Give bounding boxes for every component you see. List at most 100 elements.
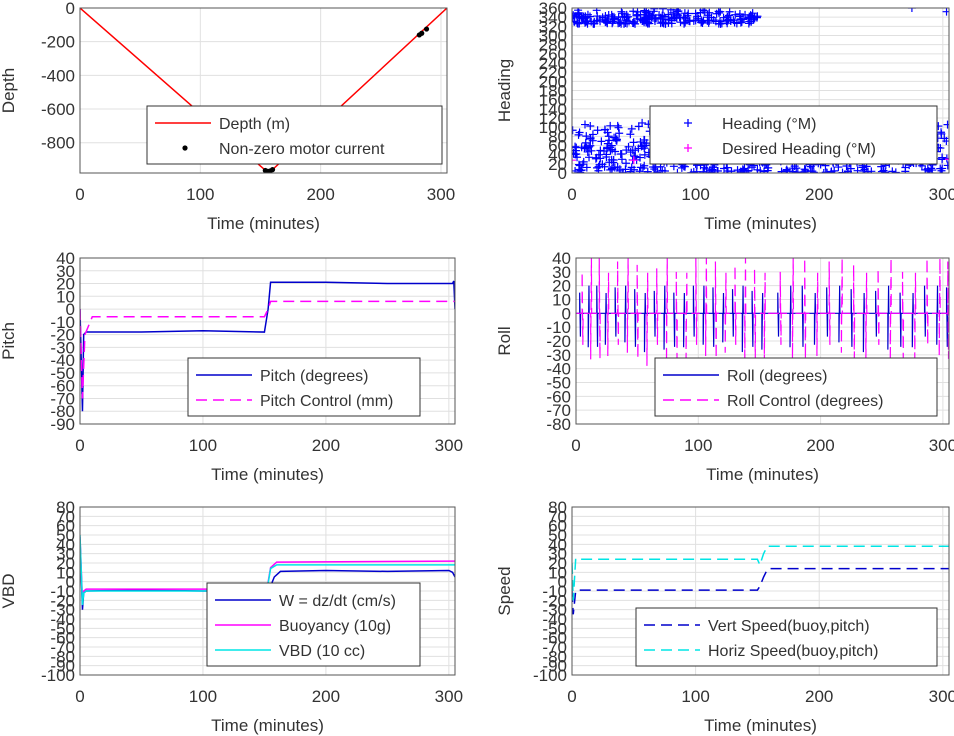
x-tick-label: 200 (312, 687, 340, 706)
y-tick-label: -40 (50, 610, 75, 629)
legend-label: Roll (degrees) (727, 368, 827, 385)
legend-entry: Depth (m) (155, 116, 290, 133)
y-tick-label: 240 (539, 54, 567, 73)
legend-entry: Roll Control (degrees) (663, 393, 884, 410)
x-tick-label: 0 (567, 185, 576, 204)
y-tick-label: 80 (548, 127, 567, 146)
legend-entry: W = dz/dt (cm/s) (215, 593, 396, 610)
data-point (938, 155, 947, 164)
y-tick-label: 30 (548, 545, 567, 564)
data-point (629, 17, 638, 26)
data-point (923, 164, 932, 173)
data-point (881, 168, 890, 173)
y-tick-label: -80 (542, 647, 567, 666)
y-tick-label: -10 (542, 582, 567, 601)
y-tick-label: 0 (66, 573, 75, 592)
x-tick-label: 0 (75, 436, 84, 455)
y-tick-label: -30 (50, 338, 75, 357)
legend-label: W = dz/dt (cm/s) (279, 593, 396, 610)
x-tick-label: 100 (186, 185, 214, 204)
x-tick-label: 200 (306, 185, 334, 204)
y-tick-label: 40 (552, 249, 571, 268)
y-tick-label: -100 (533, 666, 567, 685)
legend-label: Pitch (degrees) (260, 368, 369, 385)
data-point (725, 8, 734, 16)
data-point (586, 141, 595, 150)
data-point (650, 165, 659, 173)
data-point (877, 167, 886, 173)
data-point (613, 121, 622, 130)
x-tick-label: 0 (571, 436, 580, 455)
x-tick-label: 200 (805, 687, 833, 706)
data-point (616, 150, 625, 159)
data-point (605, 136, 614, 145)
y-tick-label: -20 (50, 591, 75, 610)
series-1-line (80, 280, 455, 412)
x-axis-label: Time (minutes) (704, 716, 817, 735)
x-tick-label: 300 (929, 436, 954, 455)
y-tick-label: -10 (50, 313, 75, 332)
y-tick-label: 50 (548, 526, 567, 545)
y-tick-label: -30 (542, 601, 567, 620)
data-point (843, 167, 852, 173)
y-tick-label: 80 (548, 498, 567, 517)
data-point (626, 130, 635, 139)
data-point (640, 161, 649, 170)
data-point (664, 10, 673, 19)
y-tick-label: 300 (539, 27, 567, 46)
x-tick-label: 0 (567, 687, 576, 706)
y-tick-label: 70 (548, 507, 567, 526)
data-point (760, 167, 769, 173)
y-tick-label: 60 (548, 137, 567, 156)
data-point (572, 17, 579, 26)
x-tick-label: 100 (189, 687, 217, 706)
y-tick-label: -20 (50, 326, 75, 345)
legend-box (187, 357, 421, 417)
data-point (705, 166, 714, 173)
y-tick-label: -50 (546, 374, 571, 393)
data-point (628, 146, 637, 155)
y-axis-label: Heading (495, 59, 514, 122)
x-axis-label: Time (minutes) (704, 214, 817, 233)
data-point (575, 14, 584, 23)
legend-label: Roll Control (degrees) (727, 393, 884, 410)
data-point (582, 143, 591, 152)
y-tick-label: 30 (56, 545, 75, 564)
data-point (697, 18, 706, 27)
y-tick-label: -80 (546, 415, 571, 434)
legend: W = dz/dt (cm/s) Buoyancy (10g) VBD (10 cc… (206, 582, 421, 667)
x-tick-label: 100 (189, 436, 217, 455)
y-tick-label: 10 (552, 291, 571, 310)
legend-label: Depth (m) (219, 116, 290, 133)
data-point (607, 141, 616, 150)
y-tick-label: 40 (56, 249, 75, 268)
x-tick-label: 200 (312, 436, 340, 455)
y-tick-label: 180 (539, 82, 567, 101)
data-point (632, 11, 641, 20)
data-point (743, 167, 752, 173)
data-point (636, 153, 645, 162)
y-tick-label: 30 (552, 263, 571, 282)
data-point (660, 167, 669, 173)
data-point (574, 130, 583, 139)
data-point (736, 18, 745, 27)
series-group (572, 545, 949, 615)
data-point (699, 8, 708, 15)
data-point (622, 159, 631, 168)
data-point (666, 8, 675, 14)
y-tick-label: 80 (56, 498, 75, 517)
data-point (763, 166, 772, 173)
data-point (756, 166, 765, 173)
data-point (615, 166, 624, 173)
y-tick-label: -50 (50, 619, 75, 638)
data-point (726, 16, 735, 25)
data-point (575, 161, 584, 170)
data-point (830, 166, 839, 173)
series-group (576, 258, 949, 366)
data-point (800, 167, 809, 173)
data-point (617, 155, 626, 164)
legend-label: Vert Speed(buoy,pitch) (708, 618, 870, 635)
chart-panel-5: 80706050403020100-10-20-30-40-50-60-70-8… (0, 498, 463, 735)
data-point (650, 15, 659, 24)
